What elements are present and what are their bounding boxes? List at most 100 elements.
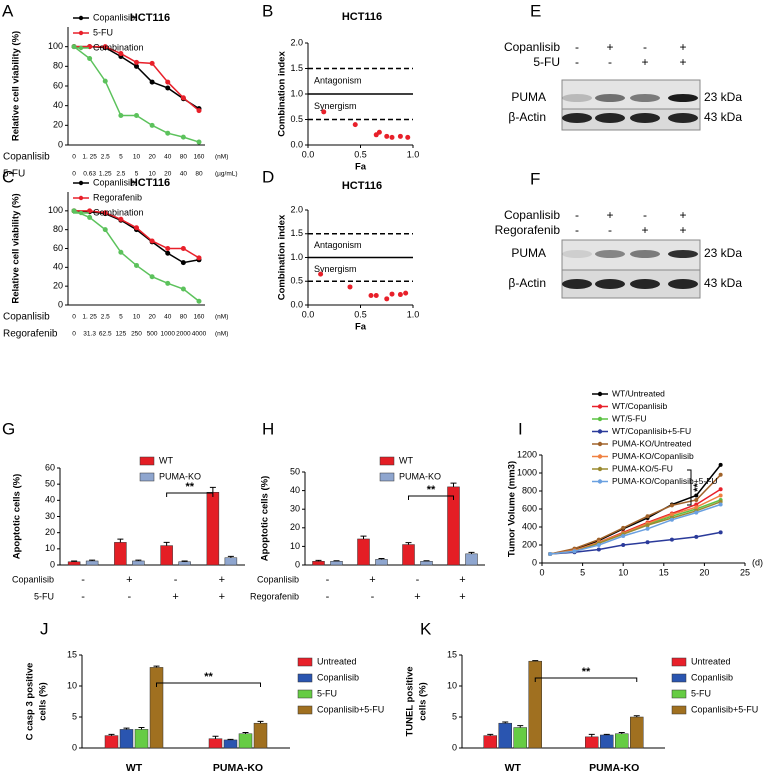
y-tick-label: 2.0: [290, 204, 303, 214]
legend-label: WT/5-FU: [612, 413, 646, 423]
data-point: [87, 208, 93, 214]
treatment-sign: +: [606, 208, 613, 222]
data-point: [397, 292, 403, 298]
series-line: [549, 474, 722, 555]
y-tick-label: 10: [290, 541, 300, 551]
data-point: [548, 552, 553, 556]
bar: [160, 545, 173, 566]
legend-label: Untreated: [691, 656, 731, 666]
dose-label: 2000: [176, 331, 191, 338]
error-bar: [209, 486, 216, 493]
legend-marker: [597, 429, 603, 434]
bar: [312, 561, 325, 566]
y-axis-label: C casp 3 positive: [25, 663, 36, 741]
data-point: [196, 108, 202, 114]
data-point: [621, 543, 626, 547]
x-tick-label: 0.0: [302, 149, 315, 159]
dose-label: 40: [164, 154, 172, 161]
treatment-sign: +: [606, 40, 613, 54]
y-tick-label: 30: [290, 504, 300, 514]
error-bar: [423, 560, 430, 562]
y-tick-label: 1.5: [290, 63, 303, 73]
chart-title: HCT116: [342, 11, 382, 23]
legend-swatch: [297, 705, 313, 715]
annotation: Synergism: [314, 101, 357, 111]
blot-band: [562, 94, 592, 102]
y-tick-label: 60: [53, 243, 63, 253]
x-tick-label: 1.0: [407, 149, 420, 159]
dose-label: 5: [135, 171, 139, 178]
bar: [375, 559, 388, 566]
data-point: [87, 214, 93, 220]
legend-label: PUMA-KO/Copanlisib+5-FU: [612, 476, 718, 486]
error-bar: [405, 542, 412, 545]
error-bar: [588, 733, 595, 737]
bar: [615, 733, 629, 749]
dose-label: 1.25: [99, 171, 112, 178]
legend-label: Untreated: [317, 656, 357, 666]
legend-swatch: [671, 657, 687, 667]
bar: [104, 735, 119, 749]
treatment-sign: +: [126, 574, 132, 586]
chart-title: HCT116: [130, 12, 170, 24]
x-axis-label: Fa: [355, 322, 367, 333]
y-tick-label: 1.0: [290, 252, 303, 262]
y-tick-label: 50: [290, 466, 300, 476]
annotation: Antagonism: [314, 240, 362, 250]
y-tick-label: 800: [522, 485, 537, 495]
data-point: [397, 133, 403, 139]
treatment-sign: +: [459, 574, 465, 586]
bar: [253, 722, 268, 749]
blot-band: [595, 250, 625, 258]
band-name: β-Actin: [508, 276, 546, 290]
bar: [420, 561, 433, 566]
dose-label: 31.3: [83, 331, 96, 338]
bar: [114, 542, 127, 566]
legend-marker: [597, 391, 603, 397]
series-line: [550, 503, 721, 555]
legend-label: WT/Untreated: [612, 388, 665, 398]
significance-bracket: [408, 495, 454, 500]
legend-marker: [78, 210, 84, 216]
error-bar: [117, 538, 124, 543]
dose-label: 0: [72, 171, 76, 178]
error-bar: [163, 541, 170, 546]
dose-label: 2.5: [101, 314, 110, 321]
data-point: [645, 514, 650, 519]
series-line: [550, 494, 721, 555]
x-axis-label: Fa: [355, 162, 367, 173]
y-tick-label: 10: [447, 680, 457, 690]
x-tick-label: 0.5: [354, 149, 367, 159]
y-tick-label: 80: [53, 224, 63, 234]
data-point: [694, 505, 699, 510]
data-point: [149, 79, 155, 85]
data-point: [368, 293, 374, 298]
bar: [134, 729, 149, 749]
y-tick-label: 20: [53, 281, 63, 291]
series-line: [550, 531, 721, 555]
treatment-sign: -: [575, 223, 579, 237]
data-point: [621, 534, 626, 538]
data-point: [102, 227, 108, 233]
data-point: [321, 109, 327, 115]
y-tick-label: 0: [58, 139, 63, 149]
data-point: [376, 129, 382, 135]
dose-label: 0: [72, 314, 76, 321]
legend-label: Copanlisib+5-FU: [317, 704, 384, 714]
blot-band: [668, 279, 698, 289]
bar: [119, 729, 134, 749]
treatment-sign: -: [608, 55, 612, 69]
band-name: PUMA: [511, 246, 546, 260]
blot-band: [668, 250, 698, 258]
legend-label: Copanlisib: [691, 672, 733, 682]
legend-swatch: [379, 456, 395, 466]
legend-swatch: [379, 472, 395, 482]
dose-label: 4000: [192, 331, 207, 338]
y-tick-label: 20: [53, 120, 63, 130]
x-tick-label: 25: [740, 567, 750, 577]
y-axis-label: cells (%): [38, 682, 49, 721]
band-size: 43 kDa: [704, 110, 742, 124]
treatment-sign: +: [641, 223, 648, 237]
x-tick-label: 0: [539, 567, 544, 577]
x-tick-label: 10: [618, 567, 628, 577]
